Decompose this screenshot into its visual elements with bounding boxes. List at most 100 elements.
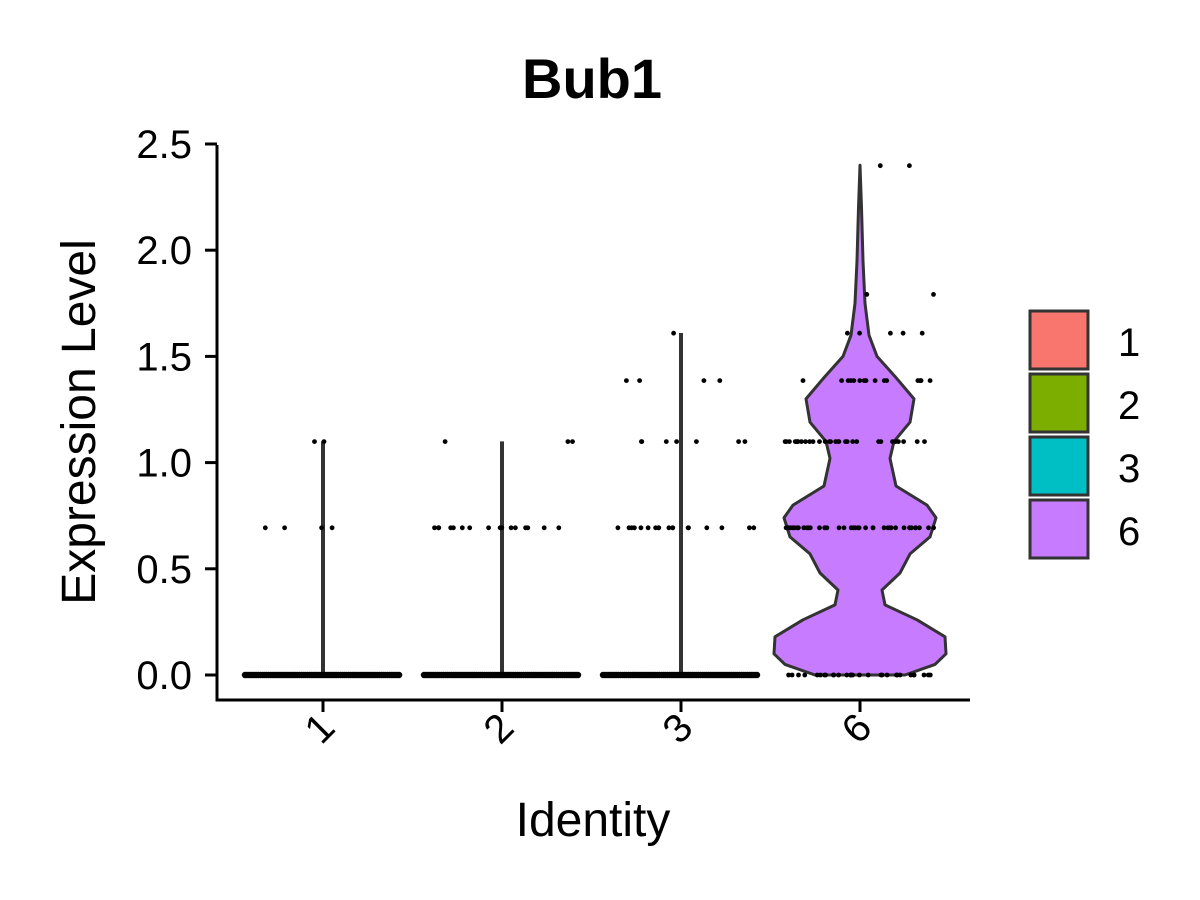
data-point	[800, 378, 806, 383]
data-point	[884, 672, 890, 678]
data-point	[836, 672, 841, 678]
data-point	[674, 439, 679, 444]
data-point	[645, 525, 651, 531]
data-point	[541, 525, 547, 531]
y-axis: 0.0 0.5 1.0 1.5 2.0 2.5	[136, 123, 219, 700]
data-point	[893, 439, 899, 444]
data-point	[857, 330, 862, 336]
data-point	[890, 439, 895, 444]
data-point	[486, 525, 491, 531]
data-point	[329, 525, 335, 531]
data-point	[319, 525, 324, 531]
data-point	[863, 525, 868, 531]
legend-label: 3	[1118, 447, 1140, 491]
data-point	[854, 439, 860, 444]
x-axis-title: Identity	[516, 794, 671, 847]
data-point	[742, 439, 748, 444]
x-tick-label: 2	[476, 705, 523, 752]
data-point	[570, 439, 575, 444]
data-point	[823, 672, 828, 678]
data-point	[894, 672, 900, 678]
data-point	[914, 439, 920, 444]
data-point	[670, 525, 676, 531]
y-tick-label: 0.0	[136, 654, 192, 698]
legend-label: 1	[1118, 321, 1140, 365]
data-point	[851, 378, 857, 383]
data-point	[785, 525, 791, 531]
data-point	[865, 672, 871, 678]
data-point	[807, 525, 813, 531]
data-point	[870, 525, 876, 531]
data-point	[878, 439, 884, 444]
x-tick-label: 3	[655, 705, 702, 752]
data-point	[803, 439, 808, 444]
chart-title: Bub1	[522, 47, 662, 110]
data-point	[901, 525, 907, 531]
data-point	[841, 525, 847, 531]
data-point	[814, 672, 820, 678]
data-point	[802, 672, 808, 678]
data-point	[792, 439, 798, 444]
data-point	[497, 525, 503, 531]
data-point	[857, 378, 863, 383]
data-point	[436, 525, 441, 531]
data-point	[525, 525, 531, 531]
legend-swatch-3	[1028, 435, 1090, 497]
data-point	[888, 330, 893, 336]
data-point	[786, 672, 791, 678]
data-point	[312, 439, 317, 444]
y-tick-label: 1.5	[136, 335, 192, 379]
data-point	[624, 378, 629, 383]
data-point	[694, 439, 699, 444]
data-point	[828, 439, 833, 444]
data-point	[907, 163, 912, 169]
data-point	[685, 525, 691, 531]
y-tick-label: 2.0	[136, 229, 192, 273]
data-point	[615, 525, 621, 531]
data-point	[717, 378, 723, 383]
data-point	[926, 525, 931, 531]
data-point	[848, 672, 854, 678]
data-point	[872, 378, 878, 383]
data-point	[789, 672, 795, 678]
y-tick-label: 1.0	[136, 442, 192, 486]
data-point	[719, 525, 725, 531]
data-point	[822, 439, 828, 444]
legend-label: 2	[1118, 384, 1140, 428]
data-point	[799, 439, 804, 444]
data-point	[807, 439, 813, 444]
data-point	[881, 525, 887, 531]
data-point	[638, 525, 644, 531]
data-point	[459, 525, 465, 531]
y-axis-title: Expression Level	[53, 239, 106, 605]
data-point	[817, 439, 822, 444]
legend-swatch-6	[1028, 498, 1090, 560]
data-point	[556, 525, 562, 531]
data-point	[845, 330, 850, 336]
data-point	[639, 439, 644, 444]
data-point	[282, 525, 287, 531]
data-point	[909, 525, 914, 531]
data-point	[845, 378, 851, 383]
violin-6	[772, 163, 948, 677]
data-point	[913, 525, 918, 531]
data-point	[857, 672, 862, 678]
data-point	[565, 439, 571, 444]
data-point	[931, 292, 936, 297]
data-point	[921, 672, 927, 678]
data-point	[919, 330, 925, 336]
data-point	[796, 672, 801, 678]
data-point	[931, 525, 936, 531]
jitter-points-layer	[241, 163, 936, 679]
data-point	[432, 525, 437, 531]
data-point	[922, 439, 927, 444]
violins-layer	[245, 163, 948, 677]
data-point	[666, 525, 672, 531]
data-point	[911, 672, 917, 678]
data-point	[626, 525, 632, 531]
data-point	[839, 378, 844, 383]
data-point	[513, 525, 518, 531]
data-point	[917, 525, 922, 531]
data-point	[321, 439, 327, 444]
